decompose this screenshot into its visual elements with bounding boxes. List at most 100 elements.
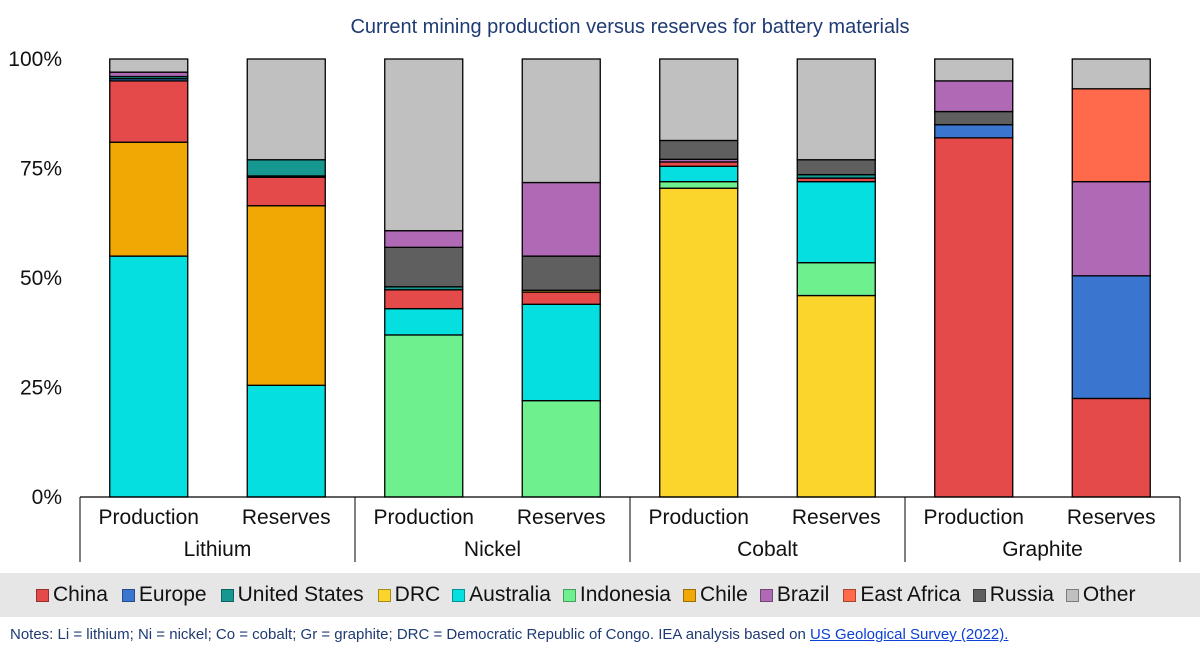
bar-segment-brazil — [521, 181, 601, 257]
bar-nickel-production — [384, 58, 464, 498]
chart-plot-area: 0% 25% 50% 75% 100% Production Reserves Product… — [8, 48, 1181, 562]
bar-segment-indonesia — [384, 334, 464, 498]
bar-segment-china — [1071, 397, 1151, 498]
bar-segment-indonesia — [796, 262, 876, 297]
legend-swatch — [121, 588, 135, 602]
bar-segment-other — [246, 58, 326, 161]
x-category-label: Production — [924, 506, 1024, 529]
x-category-label: Reserves — [242, 506, 331, 529]
y-tick-label: 50% — [20, 267, 62, 290]
legend-item-australia: Australia — [452, 583, 551, 607]
bar-segment-australia — [246, 384, 326, 498]
chart-title: Current mining production versus reserve… — [350, 16, 910, 38]
bar-segment-australia — [521, 303, 601, 402]
y-tick-label: 0% — [32, 486, 62, 509]
bar-segment-brazil — [384, 230, 464, 248]
y-tick-label: 100% — [8, 48, 62, 71]
notes-text: Notes: Li = lithium; Ni = nickel; Co = c… — [10, 626, 810, 643]
legend-swatch — [220, 588, 234, 602]
bar-segment-other — [109, 58, 189, 73]
bar-segment-russia — [384, 246, 464, 288]
bar-segment-other — [1071, 58, 1151, 90]
x-category-label: Reserves — [792, 506, 881, 529]
bar-segment-china — [109, 80, 189, 143]
bar-segment-russia — [521, 255, 601, 291]
y-tick-label: 25% — [20, 377, 62, 400]
bar-lithium-reserves — [246, 58, 326, 498]
bar-segment-drc — [796, 294, 876, 498]
x-category-label: Reserves — [517, 506, 606, 529]
bar-segment-china — [659, 161, 739, 167]
legend-swatch — [1065, 588, 1079, 602]
bar-segment-china — [246, 176, 326, 207]
x-category-label: Production — [649, 506, 749, 529]
group-label-cobalt: Cobalt — [737, 538, 798, 561]
group-label-graphite: Graphite — [1002, 538, 1083, 561]
bar-segment-europe — [1071, 275, 1151, 400]
bar-segment-china — [384, 289, 464, 310]
bar-segment-indonesia — [521, 399, 601, 498]
group-label-nickel: Nickel — [464, 538, 521, 561]
legend-item-brazil: Brazil — [759, 583, 830, 607]
bar-segment-other — [521, 58, 601, 184]
legend-swatch — [562, 588, 576, 602]
legend-swatch — [377, 588, 391, 602]
legend-item-united-states: United States — [220, 583, 364, 607]
bar-cobalt-reserves — [796, 58, 876, 498]
bar-segment-australia — [659, 165, 739, 183]
legend-item-indonesia: Indonesia — [562, 583, 671, 607]
legend: China Europe United States DRC Australia Indo… — [0, 573, 1200, 617]
legend-item-europe: Europe — [121, 583, 207, 607]
y-tick-label: 75% — [20, 158, 62, 181]
bar-segment-china — [521, 291, 601, 305]
bar-segment-united-states — [246, 159, 326, 177]
bar-segment-australia — [384, 308, 464, 336]
legend-label: Russia — [989, 583, 1054, 606]
legend-label: DRC — [394, 583, 441, 606]
legend-label: Brazil — [776, 583, 830, 606]
bar-segment-other — [659, 58, 739, 142]
legend-swatch — [452, 588, 466, 602]
legend-label: Australia — [469, 583, 551, 606]
legend-item-chile: Chile — [682, 583, 748, 607]
notes: Notes: Li = lithium; Ni = nickel; Co = c… — [10, 626, 1008, 643]
bar-segment-brazil — [934, 80, 1014, 113]
bar-graphite-reserves — [1071, 58, 1151, 498]
bar-segment-chile — [246, 205, 326, 386]
legend-label: China — [53, 583, 108, 606]
bar-segment-other — [934, 58, 1014, 82]
legend-item-drc: DRC — [377, 583, 441, 607]
legend-swatch — [843, 588, 857, 602]
bar-segment-chile — [109, 141, 189, 257]
group-label-lithium: Lithium — [184, 538, 252, 561]
legend-label: United States — [237, 583, 364, 606]
legend-item-other: Other — [1065, 583, 1136, 607]
bar-lithium-production — [109, 58, 189, 498]
bar-segment-east-africa — [1071, 88, 1151, 183]
legend-item-china: China — [36, 583, 108, 607]
bar-segment-brazil — [1071, 180, 1151, 277]
legend-swatch — [972, 588, 986, 602]
bar-graphite-production — [934, 58, 1014, 498]
legend-swatch — [682, 588, 696, 602]
source-link[interactable]: US Geological Survey (2022). — [809, 626, 1009, 643]
bar-segment-australia — [109, 255, 189, 498]
bar-segment-russia — [934, 110, 1014, 126]
bar-segment-europe — [934, 124, 1014, 139]
bar-segment-brazil — [109, 71, 189, 78]
bar-segment-drc — [659, 187, 739, 498]
bar-segment-other — [796, 58, 876, 161]
bar-cobalt-production — [659, 58, 739, 498]
legend-swatch — [759, 588, 773, 602]
x-category-label: Production — [99, 506, 199, 529]
x-category-label: Production — [374, 506, 474, 529]
legend-label: East Africa — [860, 583, 961, 606]
x-category-label: Reserves — [1067, 506, 1156, 529]
bar-segment-russia — [659, 139, 739, 160]
legend-label: Other — [1082, 583, 1136, 606]
bar-segment-indonesia — [659, 180, 739, 189]
bar-segment-china — [934, 137, 1014, 498]
bar-segment-other — [384, 58, 464, 232]
legend-item-russia: Russia — [972, 583, 1054, 607]
bar-nickel-reserves — [521, 58, 601, 498]
